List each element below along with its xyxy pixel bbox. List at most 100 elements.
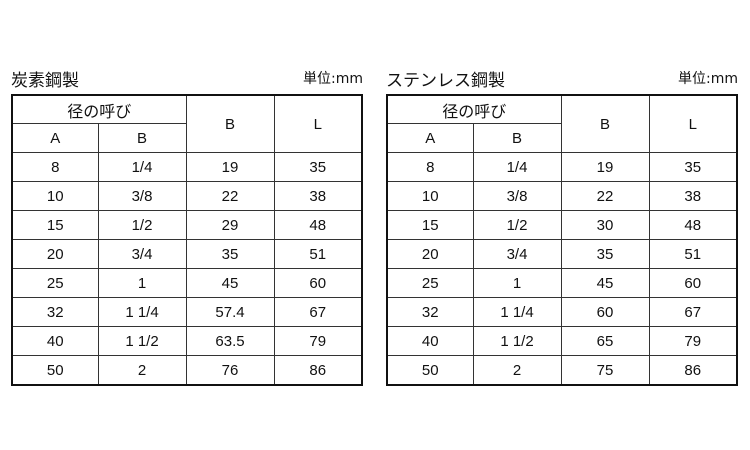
table-row: 25 1 45 60 — [11, 268, 363, 298]
unit-label: 単位:mm — [678, 68, 738, 88]
cell-dim-b: 35 — [560, 239, 650, 269]
subheader-b: B — [472, 123, 562, 153]
cell-dim-b: 29 — [185, 210, 275, 240]
cell-size-a: 50 — [386, 355, 474, 386]
cell-size-b: 3/8 — [97, 181, 187, 211]
cell-size-a: 40 — [386, 326, 474, 356]
table-row: 40 1 1/2 63.5 79 — [11, 326, 363, 356]
cell-size-a: 25 — [386, 268, 474, 298]
cell-dim-b: 45 — [185, 268, 275, 298]
cell-size-b: 3/8 — [472, 181, 562, 211]
cell-size-b: 1 — [97, 268, 187, 298]
table-row: 25 1 45 60 — [386, 268, 738, 298]
cell-size-a: 8 — [386, 152, 474, 182]
cell-dim-l: 60 — [273, 268, 363, 298]
subheader-row: A B — [386, 123, 737, 153]
cell-size-a: 32 — [11, 297, 99, 327]
header-l: L — [648, 94, 738, 153]
cell-size-b: 2 — [472, 355, 562, 386]
header-b: B — [560, 94, 650, 153]
table-row: 10 3/8 22 38 — [386, 181, 738, 211]
cell-dim-b: 30 — [560, 210, 650, 240]
cell-dim-b: 65 — [560, 326, 650, 356]
cell-size-a: 10 — [386, 181, 474, 211]
header-row: 径の呼び B L — [11, 94, 363, 153]
cell-dim-l: 86 — [273, 355, 363, 386]
table-row: 32 1 1/4 60 67 — [386, 297, 738, 327]
cell-dim-l: 38 — [648, 181, 738, 211]
dimension-table: 径の呼び B L A B 8 1/4 19 35 10 3/8 22 38 15 1/2 29 48 2… — [11, 94, 364, 386]
dimension-table: 径の呼び B L A B 8 1/4 19 35 10 3/8 22 38 15 1/2 30 48 2… — [386, 94, 739, 386]
cell-dim-l: 67 — [273, 297, 363, 327]
header-row: 径の呼び B L — [386, 94, 738, 153]
cell-size-b: 1 1/2 — [97, 326, 187, 356]
subheader-a: A — [11, 123, 99, 153]
unit-prefix: 単位: — [303, 71, 336, 87]
table-row: 40 1 1/2 65 79 — [386, 326, 738, 356]
header-b: B — [185, 94, 275, 153]
cell-dim-l: 79 — [273, 326, 363, 356]
cell-size-b: 2 — [97, 355, 187, 386]
table-row: 15 1/2 30 48 — [386, 210, 738, 240]
cell-dim-b: 22 — [185, 181, 275, 211]
cell-dim-l: 51 — [648, 239, 738, 269]
table-title: ステンレス鋼製 — [386, 71, 505, 91]
cell-dim-l: 86 — [648, 355, 738, 386]
cell-size-a: 40 — [11, 326, 99, 356]
cell-dim-b: 45 — [560, 268, 650, 298]
cell-size-a: 15 — [386, 210, 474, 240]
cell-size-b: 1/2 — [97, 210, 187, 240]
unit-value: mm — [710, 71, 738, 87]
table-title: 炭素鋼製 — [11, 71, 79, 91]
cell-size-a: 25 — [11, 268, 99, 298]
cell-dim-b: 57.4 — [185, 297, 275, 327]
cell-dim-l: 38 — [273, 181, 363, 211]
cell-size-b: 1/2 — [472, 210, 562, 240]
cell-size-a: 32 — [386, 297, 474, 327]
cell-size-b: 1 — [472, 268, 562, 298]
cell-dim-l: 67 — [648, 297, 738, 327]
cell-size-a: 8 — [11, 152, 99, 182]
subheader-b: B — [97, 123, 187, 153]
table-row: 15 1/2 29 48 — [11, 210, 363, 240]
cell-dim-l: 51 — [273, 239, 363, 269]
cell-size-b: 1/4 — [472, 152, 562, 182]
cell-size-a: 15 — [11, 210, 99, 240]
unit-value: mm — [335, 71, 363, 87]
table-row: 8 1/4 19 35 — [11, 152, 363, 182]
cell-dim-b: 60 — [560, 297, 650, 327]
cell-dim-b: 35 — [185, 239, 275, 269]
cell-dim-b: 75 — [560, 355, 650, 386]
table-row: 32 1 1/4 57.4 67 — [11, 297, 363, 327]
cell-dim-b: 63.5 — [185, 326, 275, 356]
cell-size-b: 1 1/4 — [97, 297, 187, 327]
table-row: 20 3/4 35 51 — [11, 239, 363, 269]
nominal-size-header: 径の呼び — [11, 94, 187, 124]
subheader-row: A B — [11, 123, 362, 153]
cell-dim-b: 76 — [185, 355, 275, 386]
table-row: 10 3/8 22 38 — [11, 181, 363, 211]
cell-size-a: 50 — [11, 355, 99, 386]
cell-dim-l: 35 — [273, 152, 363, 182]
unit-prefix: 単位: — [678, 71, 711, 87]
cell-dim-l: 48 — [648, 210, 738, 240]
cell-dim-l: 60 — [648, 268, 738, 298]
cell-dim-b: 19 — [560, 152, 650, 182]
cell-size-a: 20 — [386, 239, 474, 269]
cell-size-b: 3/4 — [472, 239, 562, 269]
cell-dim-l: 48 — [273, 210, 363, 240]
header-l: L — [273, 94, 363, 153]
cell-size-b: 1/4 — [97, 152, 187, 182]
cell-dim-b: 19 — [185, 152, 275, 182]
table-row: 50 2 75 86 — [386, 355, 738, 386]
nominal-size-header: 径の呼び — [386, 94, 562, 124]
cell-size-b: 1 1/2 — [472, 326, 562, 356]
cell-dim-l: 35 — [648, 152, 738, 182]
unit-label: 単位:mm — [303, 68, 363, 88]
cell-dim-l: 79 — [648, 326, 738, 356]
cell-size-a: 10 — [11, 181, 99, 211]
cell-size-b: 3/4 — [97, 239, 187, 269]
table-row: 20 3/4 35 51 — [386, 239, 738, 269]
cell-size-b: 1 1/4 — [472, 297, 562, 327]
table-row: 8 1/4 19 35 — [386, 152, 738, 182]
